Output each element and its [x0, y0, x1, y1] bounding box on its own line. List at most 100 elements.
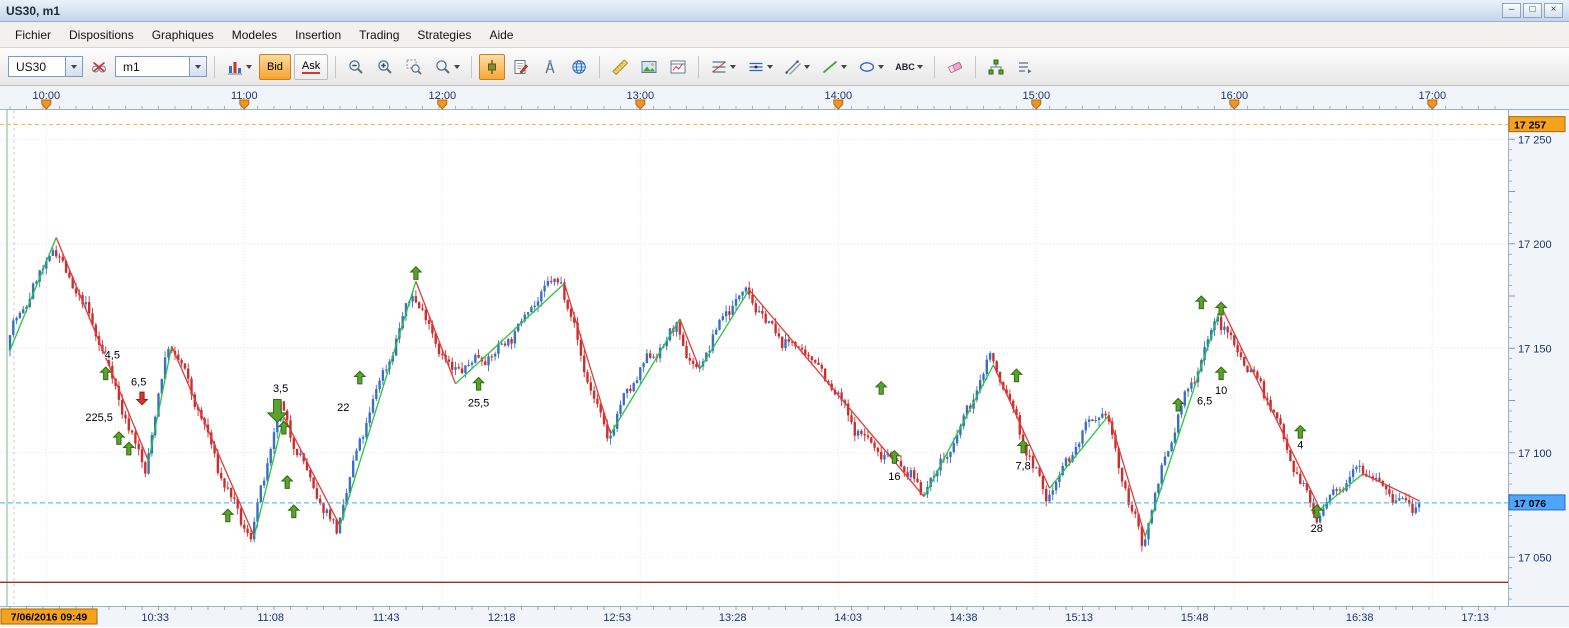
- text-tool-button[interactable]: ABC: [891, 54, 927, 80]
- symbol-combo-arrow[interactable]: [65, 57, 82, 76]
- bottom-time-axis[interactable]: 7/06/2016 09:49 10:33 11:08 11:43 12:18 12:53…: [0, 606, 1569, 627]
- hour-marker[interactable]: [635, 99, 646, 110]
- menu-aide[interactable]: Aide: [489, 27, 514, 42]
- zigzag-segment: [1319, 473, 1364, 510]
- up-arrow-marker[interactable]: [1214, 366, 1228, 381]
- menu-insertion[interactable]: Insertion: [295, 27, 342, 42]
- bottom-axis-bg: [0, 606, 1569, 627]
- chart-notes-button[interactable]: [508, 54, 534, 80]
- up-arrow-marker[interactable]: [1310, 504, 1324, 519]
- top-time-label: 13:00: [627, 90, 655, 102]
- up-arrow-marker[interactable]: [277, 420, 291, 435]
- horizontal-line-tool-button[interactable]: [743, 54, 777, 80]
- up-arrow-marker[interactable]: [112, 431, 126, 445]
- up-arrow-marker[interactable]: [280, 475, 294, 489]
- close-button[interactable]: ×: [1544, 3, 1563, 18]
- top-axis-bg: [0, 86, 1569, 110]
- top-time-axis[interactable]: 10:00 11:00 12:00 13:00 14:00 15:00 16:00 17:00: [0, 86, 1569, 110]
- eraser-button[interactable]: [942, 54, 968, 80]
- trade-value-label: 225,5: [85, 412, 113, 424]
- menu-dispositions[interactable]: Dispositions: [69, 27, 134, 42]
- up-arrow-marker[interactable]: [472, 376, 486, 391]
- ellipse-tool-button[interactable]: [854, 54, 888, 80]
- up-arrow-marker[interactable]: [287, 504, 301, 519]
- up-arrow-marker[interactable]: [122, 441, 136, 456]
- up-arrow-marker[interactable]: [99, 366, 113, 381]
- down-arrow-marker[interactable]: [135, 391, 149, 406]
- candlestick-tool-button[interactable]: [479, 53, 506, 80]
- up-arrow-marker[interactable]: [1016, 439, 1030, 454]
- chart-type-button[interactable]: [222, 54, 256, 80]
- timeframe-combo-arrow[interactable]: [189, 57, 206, 76]
- up-arrow-marker[interactable]: [1010, 368, 1023, 383]
- up-arrow-marker[interactable]: [1171, 397, 1185, 412]
- bar-chart-icon: [228, 61, 242, 74]
- hour-marker[interactable]: [1229, 99, 1240, 110]
- line-tool-button[interactable]: [817, 54, 851, 80]
- symbol-combo[interactable]: US30: [8, 56, 83, 77]
- fibonacci-tool-button[interactable]: [706, 54, 740, 80]
- chevron-down-icon: [916, 64, 923, 69]
- chevron-down-icon: [71, 64, 77, 69]
- menu-strategies[interactable]: Strategies: [417, 27, 472, 42]
- objects-list-button[interactable]: [983, 54, 1009, 80]
- bottom-time-label: 13:28: [719, 612, 747, 624]
- timeframe-combo[interactable]: m1: [115, 56, 207, 77]
- zoom-in-button[interactable]: [372, 54, 398, 80]
- up-arrow-marker[interactable]: [874, 380, 888, 395]
- horizontal-line-icon: [749, 62, 763, 71]
- trade-value-label: 3,5: [273, 383, 288, 395]
- top-time-label: 10:00: [33, 90, 61, 102]
- up-arrow-marker[interactable]: [1214, 301, 1228, 316]
- hour-marker[interactable]: [1427, 99, 1438, 110]
- compass-tool-button[interactable]: [537, 54, 563, 80]
- indicator-window-button[interactable]: [665, 54, 691, 80]
- menu-fichier[interactable]: Fichier: [15, 27, 52, 42]
- hour-marker[interactable]: [1031, 99, 1042, 110]
- zoom-out-button[interactable]: [343, 54, 369, 80]
- zoom-menu-button[interactable]: [430, 54, 464, 80]
- price-axis-bg[interactable]: [1508, 110, 1569, 606]
- zigzag-segment: [1048, 414, 1110, 489]
- up-arrow-marker[interactable]: [1293, 424, 1307, 439]
- toolbar-separator: [974, 55, 976, 78]
- menu-trading[interactable]: Trading: [359, 27, 400, 42]
- zigzag-segment: [1220, 306, 1321, 510]
- trendline-tool-button[interactable]: [780, 54, 814, 80]
- trade-arrows[interactable]: [99, 266, 1324, 523]
- hour-marker[interactable]: [41, 99, 52, 110]
- first-bar-time-box: [0, 608, 98, 625]
- toolbar-overflow-button[interactable]: [1012, 54, 1038, 80]
- hour-marker[interactable]: [437, 99, 448, 110]
- bid-button[interactable]: Bid: [259, 53, 291, 80]
- high-price-label: 17 257: [1514, 120, 1546, 132]
- menu-modeles[interactable]: Modeles: [231, 27, 278, 42]
- hour-marker[interactable]: [239, 99, 250, 110]
- up-arrow-marker[interactable]: [409, 266, 423, 280]
- title-bar[interactable]: US30, m1 – □ ×: [0, 0, 1569, 22]
- up-arrow-marker[interactable]: [221, 508, 235, 523]
- timeframe-value: m1: [123, 59, 140, 74]
- minimize-button[interactable]: –: [1502, 3, 1521, 18]
- symbol-options-button[interactable]: [86, 54, 112, 80]
- image-export-button[interactable]: [636, 54, 662, 80]
- zigzag-segment: [610, 318, 681, 435]
- zoom-area-button[interactable]: [401, 54, 427, 80]
- down-arrow-marker[interactable]: [266, 399, 289, 424]
- ruler-button[interactable]: [607, 54, 633, 80]
- web-button[interactable]: [566, 54, 592, 80]
- hour-marker[interactable]: [833, 99, 844, 110]
- bottom-time-label: 10:33: [141, 612, 169, 624]
- zigzag-segment: [55, 237, 150, 462]
- up-arrow-marker[interactable]: [1194, 295, 1208, 310]
- maximize-button[interactable]: □: [1523, 3, 1542, 18]
- ask-button[interactable]: Ask: [293, 53, 329, 80]
- zigzag-segment: [1362, 473, 1420, 502]
- last-price-box: [1508, 494, 1566, 511]
- menu-graphiques[interactable]: Graphiques: [151, 27, 214, 42]
- trade-value-label: 25,5: [468, 398, 489, 410]
- up-arrow-marker[interactable]: [353, 370, 367, 385]
- up-arrow-marker[interactable]: [887, 449, 901, 464]
- bottom-time-label: 14:38: [950, 612, 978, 624]
